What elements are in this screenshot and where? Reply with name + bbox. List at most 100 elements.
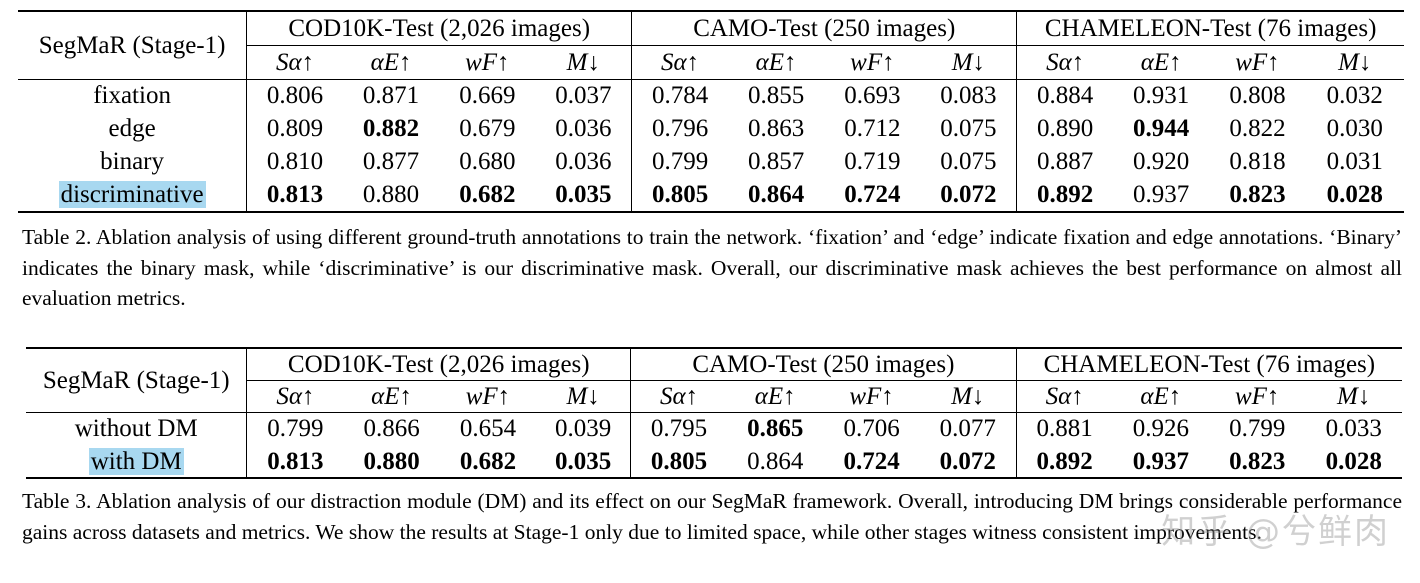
cell-best: 0.813 <box>246 445 344 479</box>
metric-header: M↓ <box>920 44 1017 80</box>
table-row: binary 0.810 0.877 0.680 0.036 0.799 0.8… <box>18 145 1404 178</box>
cell: 0.077 <box>939 415 996 443</box>
cell-best: 0.892 <box>1016 178 1114 213</box>
cell: 0.855 <box>747 82 805 110</box>
cell: 0.818 <box>1229 148 1286 175</box>
table-row: discriminative 0.813 0.880 0.682 0.035 0… <box>18 178 1404 213</box>
cell-best: 0.937 <box>1112 445 1210 479</box>
row-label: discriminative <box>18 178 247 213</box>
metric-header: wF↑ <box>823 379 920 413</box>
cell: 0.880 <box>342 178 440 213</box>
cell-best: 0.724 <box>824 178 921 213</box>
cell: 0.931 <box>1133 82 1190 110</box>
cell: 0.795 <box>630 412 727 445</box>
cell: 0.822 <box>1229 115 1286 142</box>
cell: 0.796 <box>631 112 728 145</box>
table-3: SegMaR (Stage-1) COD10K-Test (2,026 imag… <box>26 347 1402 479</box>
cell: 0.036 <box>555 115 612 142</box>
cell: 0.866 <box>363 415 420 443</box>
row-label: without DM <box>74 415 198 443</box>
metric-header: M↓ <box>536 379 631 413</box>
highlighted-label: discriminative <box>58 181 206 208</box>
cell-best: 0.682 <box>439 445 537 479</box>
cell: 0.031 <box>1326 148 1383 175</box>
metric-header: Sα↑ <box>246 44 343 80</box>
metric-header: αE↑ <box>1112 379 1210 413</box>
cell-best: 0.864 <box>727 178 825 213</box>
row-label: fixation <box>93 82 171 110</box>
cell: 0.884 <box>1016 79 1114 112</box>
row-label: edge <box>108 115 156 142</box>
cell: 0.669 <box>459 82 516 110</box>
cell: 0.857 <box>747 148 805 175</box>
cell: 0.810 <box>246 145 343 178</box>
cell-best: 0.823 <box>1209 178 1306 213</box>
metric-header: wF↑ <box>439 379 537 413</box>
cell: 0.808 <box>1229 82 1286 110</box>
metric-header: M↓ <box>919 379 1017 413</box>
cell-best: 0.823 <box>1209 445 1306 479</box>
cell: 0.887 <box>1016 145 1114 178</box>
cell: 0.680 <box>459 148 516 175</box>
row-label: binary <box>100 148 165 175</box>
metric-header: αE↑ <box>343 379 440 413</box>
cell: 0.920 <box>1133 148 1190 175</box>
cell: 0.036 <box>555 148 612 175</box>
metric-header: wF↑ <box>1209 379 1306 413</box>
cell: 0.799 <box>631 145 728 178</box>
metric-header: wF↑ <box>824 44 921 80</box>
cell-best: 0.028 <box>1305 445 1402 479</box>
metric-header: Sα↑ <box>1016 44 1114 80</box>
metric-header: αE↑ <box>727 44 825 80</box>
table-row: without DM 0.799 0.866 0.654 0.039 0.795… <box>26 412 1402 445</box>
cell: 0.881 <box>1015 412 1113 445</box>
cell: 0.863 <box>747 115 805 142</box>
metric-header: M↓ <box>1305 44 1404 80</box>
cell-best: 0.892 <box>1015 445 1113 479</box>
metric-header: wF↑ <box>439 44 536 80</box>
cell: 0.864 <box>726 445 824 479</box>
cell: 0.037 <box>555 82 612 110</box>
cell: 0.806 <box>246 79 343 112</box>
cell: 0.075 <box>940 115 997 142</box>
cell-best: 0.813 <box>246 178 343 213</box>
cell-best: 0.072 <box>920 178 1017 213</box>
row-header: SegMaR (Stage-1) <box>18 10 247 80</box>
highlighted-label: with DM <box>88 447 184 475</box>
cell-best: 0.682 <box>439 178 536 213</box>
cell-best: 0.035 <box>536 445 631 479</box>
cell: 0.075 <box>940 148 997 175</box>
row-header: SegMaR (Stage-1) <box>26 347 247 413</box>
cell-best: 0.805 <box>630 445 727 479</box>
metric-header: M↓ <box>535 44 632 80</box>
dataset-header-chameleon: CHAMELEON-Test (76 images) <box>1015 347 1402 380</box>
cell-best: 0.072 <box>919 445 1017 479</box>
metric-header: αE↑ <box>342 44 440 80</box>
cell: 0.937 <box>1113 178 1210 213</box>
cell-best: 0.035 <box>535 178 632 213</box>
cell: 0.083 <box>940 82 997 110</box>
row-label: with DM <box>26 445 247 479</box>
cell: 0.033 <box>1325 415 1382 443</box>
metric-header: wF↑ <box>1209 44 1306 80</box>
cell: 0.784 <box>631 79 728 112</box>
cell: 0.679 <box>459 115 516 142</box>
metric-header: Sα↑ <box>631 44 728 80</box>
cell: 0.890 <box>1016 112 1114 145</box>
table-3-caption: Table 3. Ablation analysis of our distra… <box>22 489 1402 544</box>
cell: 0.877 <box>362 148 420 175</box>
cell-best: 0.865 <box>747 415 804 443</box>
cell: 0.712 <box>844 115 901 142</box>
metric-header: M↓ <box>1305 379 1402 413</box>
metric-header: αE↑ <box>1113 44 1210 80</box>
metric-header: Sα↑ <box>246 379 344 413</box>
cell: 0.693 <box>844 82 901 110</box>
cell-best: 0.882 <box>362 115 420 142</box>
metric-header: αE↑ <box>726 379 824 413</box>
cell-best: 0.944 <box>1133 115 1190 142</box>
table-2-caption: Table 2. Ablation analysis of using diff… <box>22 225 1402 310</box>
cell: 0.799 <box>1229 415 1286 443</box>
dataset-header-cod10k: COD10K-Test (2,026 images) <box>246 10 632 45</box>
dataset-header-chameleon: CHAMELEON-Test (76 images) <box>1016 10 1404 45</box>
cell-best: 0.028 <box>1305 178 1404 213</box>
